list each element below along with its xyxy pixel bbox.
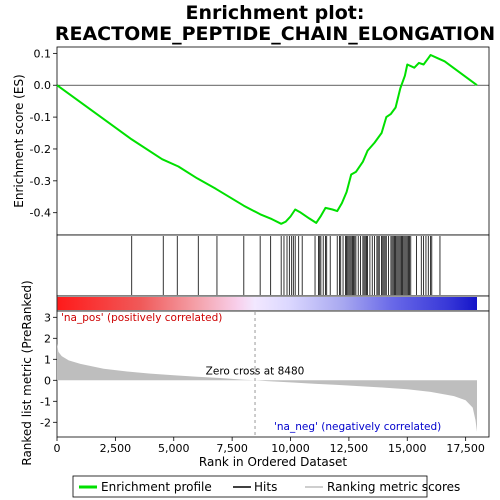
- x-tick-label: 2,500: [100, 442, 132, 455]
- es-y-tick-label: -0.2: [30, 143, 51, 156]
- x-tick-label: 15,000: [388, 442, 427, 455]
- metric-y-tick-label: 3: [44, 311, 51, 324]
- x-tick-label: 5,000: [158, 442, 190, 455]
- positive-correlation-label: 'na_pos' (positively correlated): [61, 312, 222, 324]
- legend-enrichment-label: Enrichment profile: [101, 480, 212, 494]
- es-y-tick-label: -0.1: [30, 111, 51, 124]
- hits-panel-frame: [56, 234, 490, 297]
- x-axis-label: Rank in Ordered Dataset: [199, 455, 347, 469]
- x-tick-label: 0: [54, 442, 61, 455]
- x-tick-label: 12,500: [330, 442, 369, 455]
- metric-y-axis-label: Ranked list metric (PreRanked): [20, 280, 34, 465]
- x-tick-label: 10,000: [271, 442, 310, 455]
- legend-hits-label: Hits: [254, 480, 277, 494]
- metric-y-tick-label: -1: [40, 395, 51, 408]
- es-y-tick-label: 0.0: [34, 79, 52, 92]
- metric-y-tick-label: 0: [44, 374, 51, 387]
- x-tick-label: 7,500: [216, 442, 248, 455]
- metric-y-tick-label: 2: [44, 332, 51, 345]
- ranking-metric-area: [57, 343, 477, 432]
- es-profile-line: [56, 54, 478, 225]
- negative-correlation-label: 'na_neg' (negatively correlated): [274, 421, 441, 433]
- es-y-tick-label: -0.4: [30, 207, 51, 220]
- metric-y-tick-label: -2: [40, 416, 51, 429]
- zero-cross-label: Zero cross at 8480: [206, 365, 305, 377]
- metric-y-tick-label: 1: [44, 353, 51, 366]
- chart-title-line-2: REACTOME_PEPTIDE_CHAIN_ELONGATION: [55, 23, 495, 45]
- chart-title-line-1: Enrichment plot:: [186, 2, 365, 24]
- legend-metric-label: Ranking metric scores: [327, 480, 460, 494]
- x-tick-label: 17,500: [446, 442, 485, 455]
- rank-color-gradient: [57, 297, 477, 310]
- es-y-axis-label: Enrichment score (ES): [12, 74, 26, 207]
- es-y-tick-label: 0.1: [34, 47, 52, 60]
- es-panel-frame: [56, 46, 490, 236]
- es-y-tick-label: -0.3: [30, 175, 51, 188]
